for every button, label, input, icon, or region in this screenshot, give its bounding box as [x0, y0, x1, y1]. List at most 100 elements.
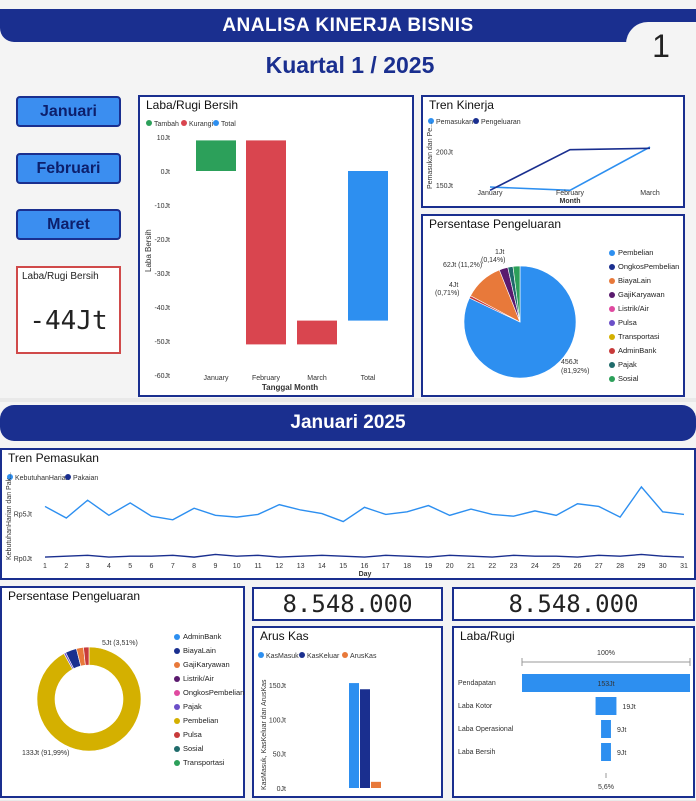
pie2-slice-0[interactable] [36, 646, 142, 752]
pie1-legend-item[interactable]: GajiKaryawan [609, 290, 679, 299]
pie1-legend-item[interactable]: Listrik/Air [609, 304, 679, 313]
laba-rugi-title: Laba/Rugi [460, 629, 515, 643]
pie2-legend-item[interactable]: OngkosPembelian [174, 688, 244, 697]
arus-kas-bar-1[interactable] [360, 689, 370, 788]
month-button-maret[interactable]: Maret [16, 209, 121, 240]
pie1-legend-label: Sosial [618, 374, 639, 383]
page-title: ANALISA KINERJA BISNIS [0, 9, 696, 42]
legend-kebutuhan: KebutuhanHarian [15, 475, 70, 482]
tren-pemasukan-x-tick: 31 [680, 563, 688, 570]
pie2-legend-label: Sosial [183, 744, 204, 753]
pie1-legend-label: AdminBank [618, 346, 657, 355]
pie2-label-top: 5Jt (3,51%) [102, 640, 138, 647]
waterfall-bar-2[interactable] [297, 320, 337, 345]
waterfall-y-tick: -50Jt [154, 339, 170, 346]
pie2-legend-label: Pulsa [183, 730, 202, 739]
pie1-legend-dot [609, 291, 615, 298]
tren-pemasukan-x-tick: 22 [488, 563, 496, 570]
tren-pemasukan-x-tick: 13 [297, 563, 305, 570]
tren-pemasukan-x-tick: 21 [467, 563, 475, 570]
laba-rugi-row-label: Laba Operasional [458, 726, 514, 733]
pie1-slice-0[interactable] [463, 265, 577, 379]
pie2-legend-item[interactable]: Pembelian [174, 716, 244, 725]
pie1-legend-dot [609, 319, 615, 326]
tren-kinerja-chart: Pemasukan Pengeluaran Pemasukan dan Pe..… [427, 118, 660, 205]
arus-kas-ylabel: KasMasuk, KasKeluar dan ArusKas [261, 679, 268, 790]
pie2-legend-item[interactable]: Pajak [174, 702, 244, 711]
legend-aruskas: ArusKas [350, 653, 377, 660]
pie1-legend-item[interactable]: Pajak [609, 360, 679, 369]
section-title: Januari 2025 [0, 405, 696, 441]
pie1-chart: 1Jt (0,14%) 62Jt (11,2%) 4Jt (0,71%) 456… [435, 249, 589, 379]
pie2-legend-item[interactable]: Listrik/Air [174, 674, 244, 683]
pie1-legend-item[interactable]: BiayaLain [609, 276, 679, 285]
tren-pemasukan-x-tick: 17 [382, 563, 390, 570]
waterfall-bar-3[interactable] [348, 171, 388, 321]
tren-pemasukan-x-tick: 19 [425, 563, 433, 570]
pie1-legend-item[interactable]: AdminBank [609, 346, 679, 355]
pie2-legend-dot [174, 675, 180, 682]
waterfall-y-tick: 0Jt [161, 169, 170, 176]
laba-rugi-value: 9Jt [617, 727, 626, 734]
pie1-legend-item[interactable]: Sosial [609, 374, 679, 383]
pie1-legend-dot [609, 305, 615, 312]
pie1-legend-label: Pembelian [618, 248, 654, 257]
laba-rugi-row-label: Laba Kotor [458, 703, 493, 710]
tren-pemasukan-x-tick: 26 [574, 563, 582, 570]
waterfall-x-ticks: January February March Total [204, 375, 376, 382]
pie2-legend-item[interactable]: Transportasi [174, 758, 244, 767]
tren-pemasukan-x-tick: 27 [595, 563, 603, 570]
month-button-februari[interactable]: Februari [16, 153, 121, 184]
pie1-legend-label: Listrik/Air [618, 304, 649, 313]
tren-kinerja-lines [489, 146, 651, 192]
quarter-subtitle: Kuartal 1 / 2025 [265, 52, 435, 78]
arus-kas-card: Arus Kas KasMasuk KasKeluar ArusKas KasM… [252, 626, 443, 798]
pie2-slice-4[interactable] [83, 646, 90, 666]
pie1-legend-label: BiayaLain [618, 276, 651, 285]
pie2-legend-item[interactable]: Sosial [174, 744, 244, 753]
tren-pemasukan-x-tick: 28 [616, 563, 624, 570]
pie1-legend-label: Transportasi [618, 332, 660, 341]
tren-kinerja-y-tick: 200Jt [436, 150, 453, 157]
pie2-legend-item[interactable]: GajiKaryawan [174, 660, 244, 669]
legend-dot-aruskas [342, 652, 348, 658]
pie2-legend-label: BiayaLain [183, 646, 216, 655]
legend-dot-tambah [146, 120, 152, 126]
pie1-legend-item[interactable]: Transportasi [609, 332, 679, 341]
waterfall-legend: Tambah Kurangi Total [146, 120, 236, 128]
tren-pemasukan-x-tick: 2 [64, 563, 68, 570]
waterfall-x-tick: February [252, 375, 281, 382]
pie1-slice-5[interactable] [512, 265, 521, 323]
laba-rugi-bar-3[interactable] [601, 743, 611, 761]
pie1-legend-item[interactable]: Pembelian [609, 248, 679, 257]
pie2-legend-item[interactable]: AdminBank [174, 632, 244, 641]
pie1-label-1jt-pct: (0,14%) [481, 257, 506, 264]
laba-rugi-bar-0[interactable] [522, 674, 690, 692]
pie1-legend-item[interactable]: OngkosPembelian [609, 262, 679, 271]
tren-kinerja-x-tick: March [640, 190, 660, 197]
laba-rugi-rows: Pendapatan 153Jt Laba Kotor 19Jt Laba Operas… [458, 674, 690, 761]
pie2-legend-dot [174, 703, 180, 710]
waterfall-y-ticks: 10Jt 0Jt -10Jt -20Jt -30Jt -40Jt -50Jt -60Jt [154, 135, 170, 380]
waterfall-bar-1[interactable] [246, 140, 286, 345]
laba-rugi-bar-1[interactable] [595, 697, 617, 715]
legend-dot-pakaian [65, 474, 71, 480]
tren-pemasukan-xlabel: Day [359, 571, 372, 578]
waterfall-card: Laba/Rugi Bersih Tambah Kurangi Total La… [138, 95, 414, 397]
tren-pemasukan-x-tick: 9 [213, 563, 217, 570]
pie2-legend-item[interactable]: Pulsa [174, 730, 244, 739]
pie1-slices [463, 265, 577, 379]
arus-kas-bar-2[interactable] [371, 781, 381, 788]
month-button-januari[interactable]: Januari [16, 96, 121, 127]
kpi-value: -44Jt [29, 306, 108, 336]
pie1-legend-dot [609, 333, 615, 340]
laba-rugi-chart: 100% Pendapatan 153Jt Laba Kotor 19Jt Laba O… [458, 650, 691, 791]
pie2-legend-item[interactable]: BiayaLain [174, 646, 244, 655]
tren-pemasukan-x-tick: 10 [233, 563, 241, 570]
arus-kas-bar-0[interactable] [349, 683, 359, 788]
pie1-legend-item[interactable]: Pulsa [609, 318, 679, 327]
waterfall-y-tick: -20Jt [154, 237, 170, 244]
laba-rugi-bar-2[interactable] [601, 720, 611, 738]
page-number-tab[interactable]: 1 [626, 22, 696, 72]
waterfall-bar-0[interactable] [196, 140, 236, 171]
